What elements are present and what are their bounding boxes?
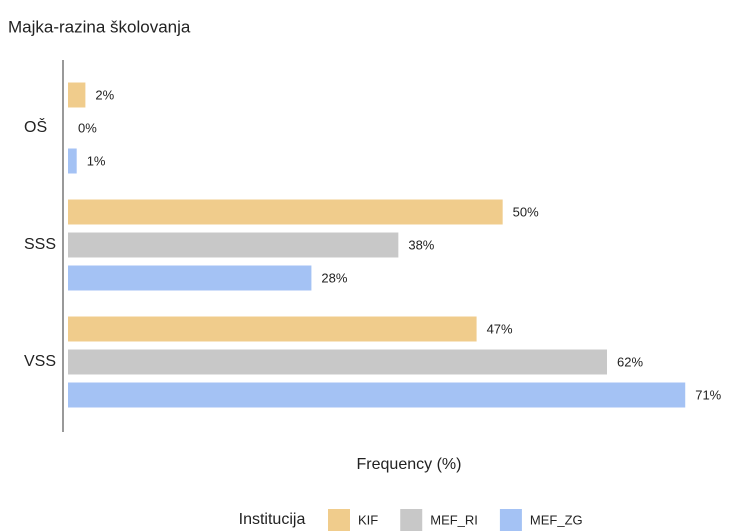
bar	[68, 265, 312, 291]
legend-swatch	[400, 509, 423, 531]
legend-label: KIF	[358, 512, 378, 527]
value-label: 71%	[695, 387, 721, 402]
value-label: 38%	[408, 237, 434, 252]
bar	[68, 148, 77, 174]
value-label: 62%	[617, 354, 643, 369]
chart-title: Majka-razina školovanja	[8, 17, 191, 36]
legend-label: MEF_ZG	[530, 512, 583, 527]
value-label: 28%	[321, 270, 347, 285]
x-axis-label: Frequency (%)	[357, 456, 462, 473]
value-label: 1%	[87, 153, 106, 168]
value-label: 2%	[95, 87, 114, 102]
y-tick-label: VSS	[24, 353, 56, 370]
legend-swatch	[499, 509, 522, 531]
legend-swatch	[328, 509, 350, 531]
legend-title: Institucija	[239, 511, 306, 528]
y-tick-label: OŠ	[24, 117, 47, 136]
legend-label: MEF_RI	[430, 512, 478, 527]
bar	[68, 82, 86, 108]
bar	[68, 232, 399, 258]
value-label: 47%	[487, 321, 513, 336]
bar	[68, 199, 503, 225]
bar	[68, 349, 607, 375]
y-tick-label: SSS	[24, 236, 56, 253]
bar	[68, 316, 477, 342]
value-label: 0%	[78, 120, 97, 135]
bar	[68, 382, 686, 408]
value-label: 50%	[513, 204, 539, 219]
